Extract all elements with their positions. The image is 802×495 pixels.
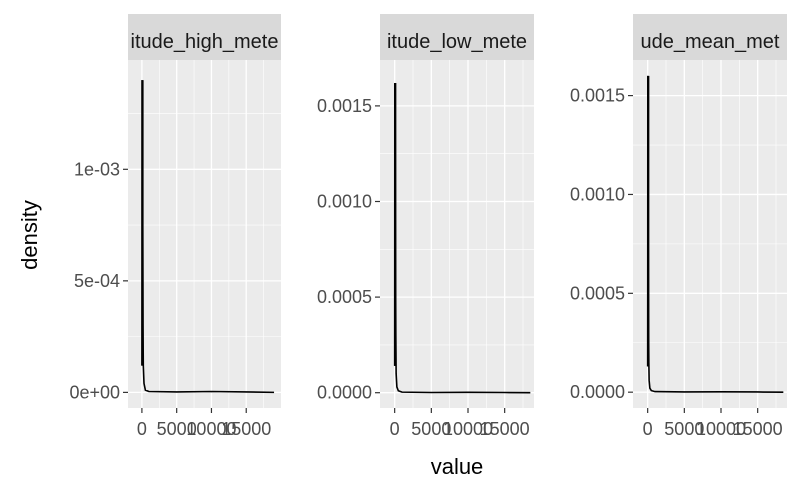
x-tick-label: 10000 (696, 419, 746, 439)
facet-strip (380, 14, 534, 60)
x-tick-label: 0 (643, 419, 653, 439)
facet-strip-label: ude_mean_met (641, 31, 780, 53)
y-tick-label: 5e-04 (74, 271, 120, 291)
x-axis-title: value (431, 454, 484, 479)
x-tick-label: 10000 (186, 419, 236, 439)
facet-panel-3: ude_mean_met 0.0000 0.0005 0.0010 0.0015 0 500… (570, 14, 787, 439)
y-tick-label: 0.0005 (317, 287, 372, 307)
facet-panel-2: itude_low_mete 0.0000 0.0005 0.0010 0.0015 0 5… (317, 14, 534, 439)
x-tick-label: 10000 (443, 419, 493, 439)
y-axis-title: density (17, 200, 42, 270)
y-tick-label: 0e+00 (69, 382, 120, 402)
y-tick-label: 0.0000 (317, 383, 372, 403)
y-tick-label: 0.0010 (570, 184, 625, 204)
x-tick-label: 5000 (411, 419, 451, 439)
x-tick-label: 0 (390, 419, 400, 439)
y-tick-label: 0.0010 (317, 191, 372, 211)
x-tick-label: 5000 (664, 419, 704, 439)
facet-strip (128, 14, 281, 60)
x-tick-label: 15000 (221, 419, 271, 439)
panel-background (633, 60, 787, 408)
y-tick-label: 0.0015 (570, 86, 625, 106)
facet-strip (633, 14, 787, 60)
y-tick-label: 0.0015 (317, 96, 372, 116)
y-tick-label: 0.0005 (570, 283, 625, 303)
panel-background (128, 60, 281, 408)
x-tick-label: 15000 (733, 419, 783, 439)
x-tick-label: 5000 (157, 419, 197, 439)
y-tick-label: 1e-03 (74, 159, 120, 179)
facet-strip-label: itude_low_mete (387, 31, 527, 53)
panel-background (380, 60, 534, 408)
facet-panel-1: itude_high_mete 0e+00 5e-04 1e-03 0 500010000… (69, 14, 281, 439)
x-tick-label: 0 (137, 419, 147, 439)
y-tick-label: 0.0000 (570, 382, 625, 402)
facet-strip-label: itude_high_mete (131, 31, 279, 53)
x-tick-label: 15000 (480, 419, 530, 439)
